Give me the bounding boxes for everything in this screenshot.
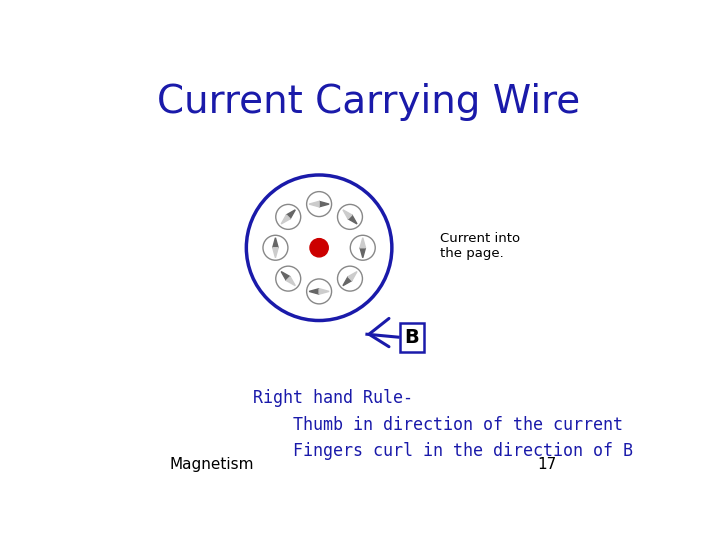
Circle shape	[310, 239, 328, 257]
Polygon shape	[309, 201, 319, 207]
Text: B: B	[405, 328, 419, 347]
Polygon shape	[309, 289, 319, 294]
Polygon shape	[273, 248, 278, 258]
Text: Right hand Rule-
    Thumb in direction of the current
    Fingers curl in the d: Right hand Rule- Thumb in direction of t…	[253, 389, 633, 460]
Polygon shape	[282, 215, 290, 224]
Polygon shape	[273, 238, 278, 248]
Circle shape	[276, 205, 301, 230]
Circle shape	[307, 192, 332, 217]
Polygon shape	[343, 276, 352, 286]
Polygon shape	[360, 248, 366, 258]
Polygon shape	[287, 210, 295, 219]
Polygon shape	[319, 289, 329, 294]
Circle shape	[338, 266, 362, 291]
Polygon shape	[343, 210, 352, 219]
Text: Magnetism: Magnetism	[169, 457, 254, 472]
Polygon shape	[348, 215, 357, 224]
Polygon shape	[282, 272, 290, 281]
Polygon shape	[348, 272, 357, 281]
Text: 17: 17	[537, 457, 556, 472]
Circle shape	[263, 235, 288, 260]
Circle shape	[351, 235, 375, 260]
Polygon shape	[360, 238, 366, 248]
Text: Current into
the page.: Current into the page.	[440, 232, 520, 260]
Polygon shape	[319, 201, 329, 207]
Circle shape	[276, 266, 301, 291]
Circle shape	[307, 279, 332, 304]
Circle shape	[338, 205, 362, 230]
Text: Current Carrying Wire: Current Carrying Wire	[158, 83, 580, 121]
Polygon shape	[287, 276, 295, 286]
